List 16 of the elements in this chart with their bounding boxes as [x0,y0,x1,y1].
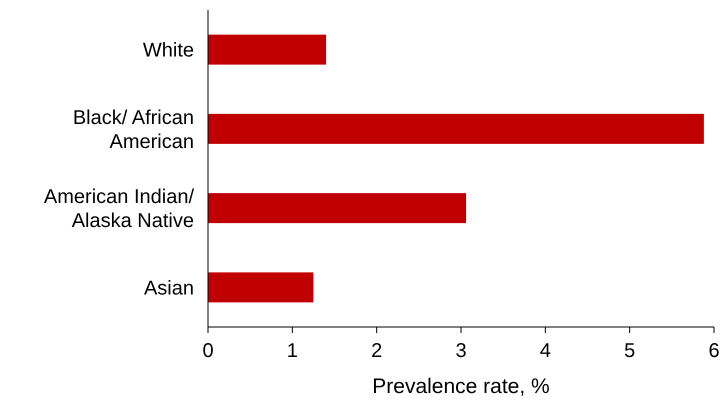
x-tick-label: 3 [455,340,467,362]
bar [208,34,326,65]
x-tick-label: 1 [286,340,298,362]
bar [208,193,466,224]
y-tick-label: Asian [144,277,194,300]
x-tick-label: 0 [202,340,214,362]
x-tick-label: 5 [624,340,636,362]
bar [208,114,704,144]
y-tick-label: American Indian/ Alaska Native [44,186,194,232]
y-tick-label: Black/ African American [72,106,194,153]
y-tick-label: White [142,40,194,62]
bar [208,272,314,302]
x-tick-label: 2 [371,340,382,362]
x-tick-label: 4 [540,340,551,362]
x-tick-label: 6 [708,340,720,362]
x-axis-title: Prevalence rate, % [372,375,550,398]
